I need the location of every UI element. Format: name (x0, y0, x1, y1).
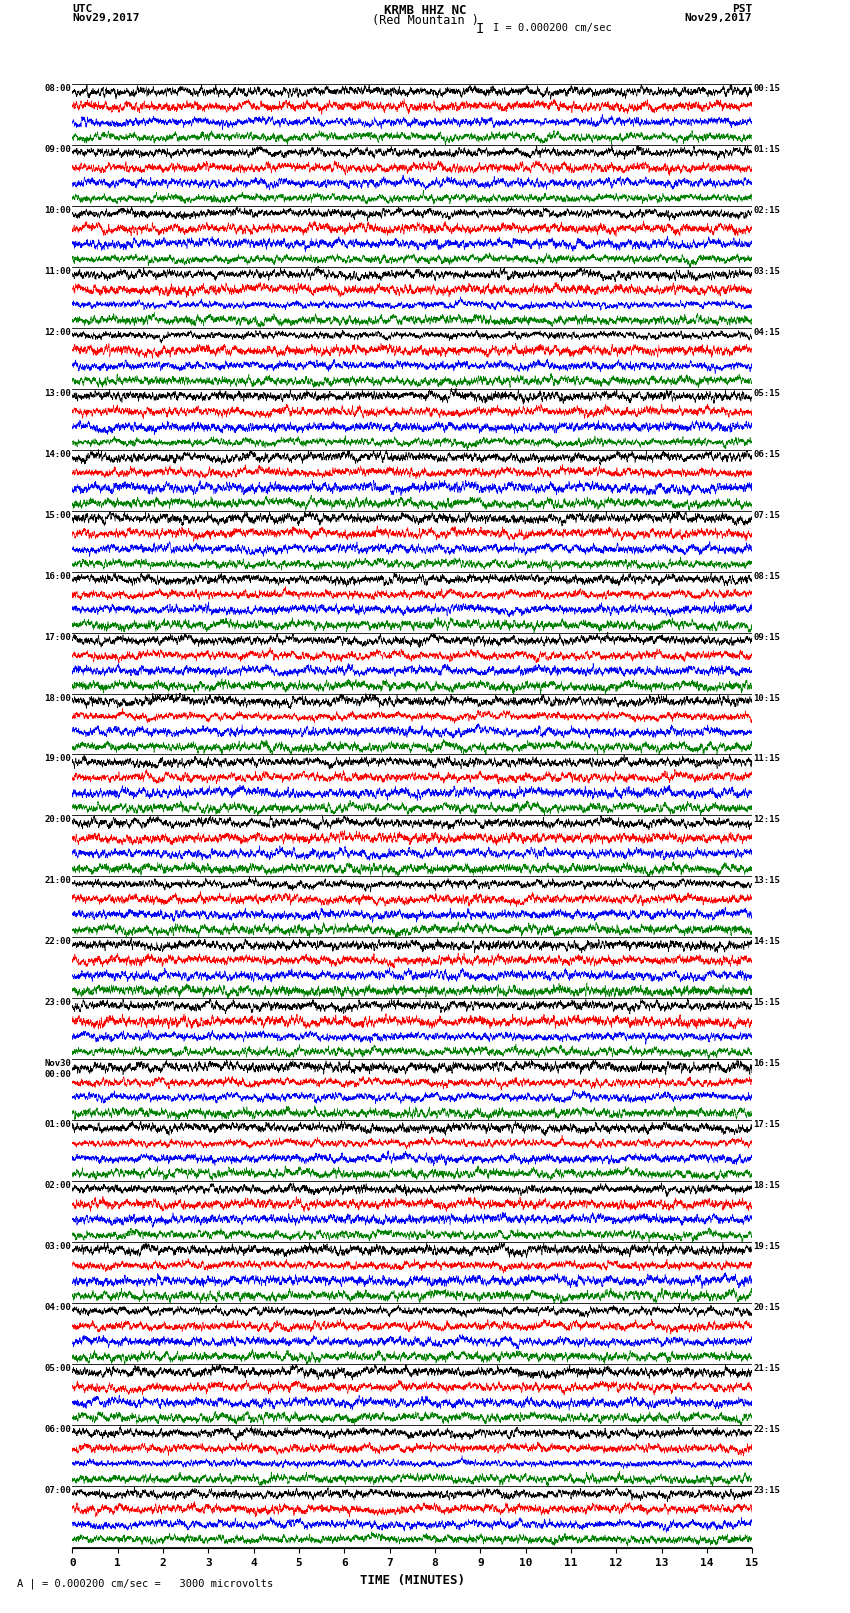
Text: 12:00: 12:00 (44, 327, 71, 337)
Text: 07:00: 07:00 (44, 1486, 71, 1495)
Text: 20:15: 20:15 (754, 1303, 780, 1313)
Text: 20:00: 20:00 (44, 816, 71, 824)
Text: 01:15: 01:15 (754, 145, 780, 153)
Text: 01:00: 01:00 (44, 1121, 71, 1129)
Text: 23:00: 23:00 (44, 998, 71, 1008)
Text: 06:15: 06:15 (754, 450, 780, 458)
Text: UTC: UTC (72, 5, 93, 15)
Text: A | = 0.000200 cm/sec =   3000 microvolts: A | = 0.000200 cm/sec = 3000 microvolts (17, 1579, 273, 1589)
Text: 18:15: 18:15 (754, 1181, 780, 1190)
X-axis label: TIME (MINUTES): TIME (MINUTES) (360, 1574, 465, 1587)
Text: 10:00: 10:00 (44, 206, 71, 215)
Text: 15:00: 15:00 (44, 511, 71, 519)
Text: 15:15: 15:15 (754, 998, 780, 1008)
Text: 04:15: 04:15 (754, 327, 780, 337)
Text: KRMB HHZ NC: KRMB HHZ NC (383, 5, 467, 18)
Text: 02:15: 02:15 (754, 206, 780, 215)
Text: 00:15: 00:15 (754, 84, 780, 92)
Text: 08:00: 08:00 (44, 84, 71, 92)
Text: 13:15: 13:15 (754, 876, 780, 886)
Text: 16:15: 16:15 (754, 1060, 780, 1068)
Text: 04:00: 04:00 (44, 1303, 71, 1313)
Text: 14:00: 14:00 (44, 450, 71, 458)
Text: (Red Mountain ): (Red Mountain ) (371, 13, 479, 27)
Text: 17:00: 17:00 (44, 632, 71, 642)
Text: 16:00: 16:00 (44, 571, 71, 581)
Text: I: I (476, 23, 484, 35)
Text: 07:15: 07:15 (754, 511, 780, 519)
Text: 08:15: 08:15 (754, 571, 780, 581)
Text: 11:15: 11:15 (754, 755, 780, 763)
Text: 11:00: 11:00 (44, 266, 71, 276)
Text: I = 0.000200 cm/sec: I = 0.000200 cm/sec (493, 24, 612, 34)
Text: 23:15: 23:15 (754, 1486, 780, 1495)
Text: 18:00: 18:00 (44, 694, 71, 703)
Text: 17:15: 17:15 (754, 1121, 780, 1129)
Text: 12:15: 12:15 (754, 816, 780, 824)
Text: 14:15: 14:15 (754, 937, 780, 947)
Text: PST: PST (732, 5, 752, 15)
Text: Nov29,2017: Nov29,2017 (685, 13, 752, 23)
Text: 06:00: 06:00 (44, 1426, 71, 1434)
Text: Nov30
00:00: Nov30 00:00 (44, 1060, 71, 1079)
Text: 13:00: 13:00 (44, 389, 71, 398)
Text: 19:15: 19:15 (754, 1242, 780, 1252)
Text: 09:15: 09:15 (754, 632, 780, 642)
Text: 09:00: 09:00 (44, 145, 71, 153)
Text: 19:00: 19:00 (44, 755, 71, 763)
Text: 02:00: 02:00 (44, 1181, 71, 1190)
Text: 21:15: 21:15 (754, 1365, 780, 1373)
Text: 05:15: 05:15 (754, 389, 780, 398)
Text: 22:15: 22:15 (754, 1426, 780, 1434)
Text: 03:15: 03:15 (754, 266, 780, 276)
Text: 03:00: 03:00 (44, 1242, 71, 1252)
Text: Nov29,2017: Nov29,2017 (72, 13, 139, 23)
Text: 05:00: 05:00 (44, 1365, 71, 1373)
Text: 10:15: 10:15 (754, 694, 780, 703)
Text: 22:00: 22:00 (44, 937, 71, 947)
Text: 21:00: 21:00 (44, 876, 71, 886)
